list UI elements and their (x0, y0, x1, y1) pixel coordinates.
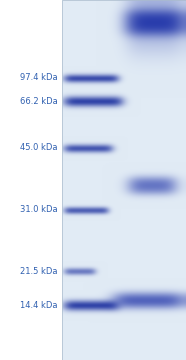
Text: 14.4 kDa: 14.4 kDa (20, 301, 58, 310)
Text: 45.0 kDa: 45.0 kDa (20, 144, 58, 153)
Text: 21.5 kDa: 21.5 kDa (20, 266, 58, 275)
Text: 97.4 kDa: 97.4 kDa (20, 73, 58, 82)
Bar (62, 0, 186, 360)
Text: 66.2 kDa: 66.2 kDa (20, 96, 58, 105)
Text: 31.0 kDa: 31.0 kDa (20, 206, 58, 215)
